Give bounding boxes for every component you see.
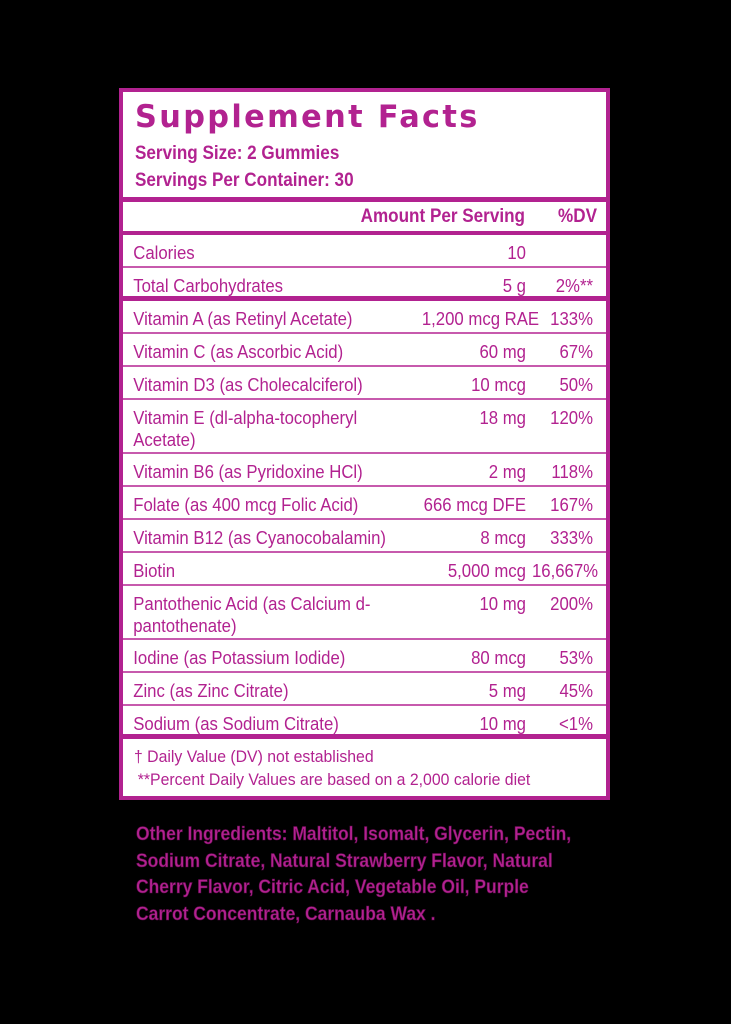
footnotes: † Daily Value (DV) not established **Per…: [123, 739, 606, 796]
nutrient-amount: 8 mcg: [480, 528, 526, 548]
nutrient-row-vitamin-b12: Vitamin B12 (as Cyanocobalamin) 8 mcg 33…: [123, 520, 606, 553]
nutrient-amount: 2 mg: [488, 462, 526, 482]
nutrient-row-vitamin-c: Vitamin C (as Ascorbic Acid) 60 mg 67%: [123, 334, 606, 367]
nutrient-dv: 67%: [559, 342, 593, 362]
nutrient-row-biotin: Biotin 5,000 mcg 16,667%: [123, 553, 606, 586]
nutrient-name: Vitamin B12 (as Cyanocobalamin): [133, 528, 387, 548]
label-title: Supplement Facts: [135, 99, 480, 135]
nutrient-amount: 5,000 mcg: [447, 561, 526, 581]
nutrient-name: Total Carbohydrates: [133, 276, 284, 296]
nutrient-row-total-carbohydrates: Total Carbohydrates 5 g 2%**: [123, 268, 606, 301]
supplement-facts-panel: Supplement Facts Serving Size: 2 Gummies…: [119, 88, 610, 800]
nutrient-amount: 10 mg: [479, 714, 526, 734]
nutrient-dv: 133%: [550, 309, 593, 329]
dv-header: %DV: [558, 205, 597, 227]
nutrient-amount: 666 mcg DFE: [423, 495, 526, 515]
nutrient-dv: 118%: [551, 462, 593, 482]
nutrient-name: Vitamin B6 (as Pyridoxine HCl): [133, 462, 363, 482]
nutrient-dv: 167%: [550, 495, 593, 515]
label-header: Supplement Facts Serving Size: 2 Gummies…: [123, 92, 606, 202]
nutrient-name: Vitamin A (as Retinyl Acetate): [133, 309, 353, 329]
nutrient-amount: 10 mcg: [471, 375, 526, 395]
nutrient-name: Folate (as 400 mcg Folic Acid): [133, 495, 359, 515]
nutrient-amount: 5 mg: [488, 681, 526, 701]
column-headers: Amount Per Serving %DV: [123, 202, 606, 235]
nutrient-dv: 333%: [550, 528, 593, 548]
nutrient-amount: 1,200 mcg RAE: [421, 309, 540, 329]
other-ingredients: Other Ingredients: Maltitol, Isomalt, Gl…: [136, 824, 572, 925]
serving-size: Serving Size: 2 Gummies: [135, 143, 340, 164]
nutrient-row-vitamin-a: Vitamin A (as Retinyl Acetate) 1,200 mcg…: [123, 301, 606, 334]
nutrient-dv: 50%: [559, 375, 593, 395]
nutrient-dv: 45%: [559, 681, 593, 701]
amount-per-serving-header: Amount Per Serving: [360, 205, 525, 227]
nutrient-amount: 60 mg: [479, 342, 526, 362]
nutrient-row-vitamin-d3: Vitamin D3 (as Cholecalciferol) 10 mcg 5…: [123, 367, 606, 400]
nutrient-amount: 10 mg: [479, 594, 526, 614]
nutrient-amount: 5 g: [502, 276, 526, 296]
nutrient-dv: 200%: [550, 594, 593, 614]
nutrient-row-calories: Calories 10: [123, 235, 606, 268]
nutrient-row-folate: Folate (as 400 mcg Folic Acid) 666 mcg D…: [123, 487, 606, 520]
nutrient-row-pantothenic-acid: Pantothenic Acid (as Calcium d-pantothen…: [123, 586, 606, 640]
nutrient-amount: 80 mcg: [471, 648, 526, 668]
servings-per-container: Servings Per Container: 30: [135, 170, 354, 191]
nutrient-name: Sodium (as Sodium Citrate): [133, 714, 339, 734]
nutrient-name: Vitamin D3 (as Cholecalciferol): [133, 375, 363, 395]
footnote-percent-daily-values: **Percent Daily Values are based on a 2,…: [137, 770, 531, 789]
nutrient-name: Biotin: [133, 561, 176, 581]
nutrient-row-zinc: Zinc (as Zinc Citrate) 5 mg 45%: [123, 673, 606, 706]
nutrient-amount: 18 mg: [479, 408, 526, 428]
nutrient-name: Vitamin E (dl-alpha-tocopheryl Acetate): [133, 408, 358, 450]
nutrient-name: Calories: [133, 243, 195, 263]
nutrient-name: Iodine (as Potassium Iodide): [133, 648, 346, 668]
nutrient-dv: 120%: [550, 408, 593, 428]
nutrient-row-sodium: Sodium (as Sodium Citrate) 10 mg <1%: [123, 706, 606, 739]
nutrient-dv: 53%: [559, 648, 593, 668]
nutrient-dv: 2%**: [555, 276, 593, 296]
nutrient-dv: <1%: [559, 714, 593, 734]
nutrient-name: Vitamin C (as Ascorbic Acid): [133, 342, 344, 362]
nutrient-name: Zinc (as Zinc Citrate): [133, 681, 289, 701]
nutrient-row-iodine: Iodine (as Potassium Iodide) 80 mcg 53%: [123, 640, 606, 673]
nutrient-row-vitamin-b6: Vitamin B6 (as Pyridoxine HCl) 2 mg 118%: [123, 454, 606, 487]
nutrient-dv: 16,667%: [531, 561, 599, 581]
nutrient-row-vitamin-e: Vitamin E (dl-alpha-tocopheryl Acetate) …: [123, 400, 606, 454]
footnote-dv-not-established: † Daily Value (DV) not established: [134, 747, 374, 766]
nutrient-amount: 10: [507, 243, 526, 263]
nutrient-name: Pantothenic Acid (as Calcium d-pantothen…: [133, 594, 371, 636]
